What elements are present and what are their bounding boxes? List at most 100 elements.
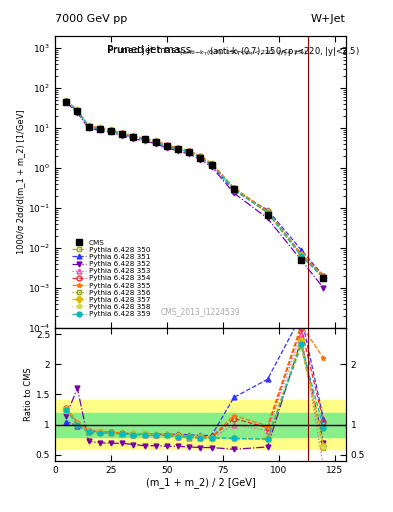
Pythia 6.428 359 <box>231 186 236 193</box>
Pythia 6.428 356 <box>64 98 68 104</box>
Pythia 6.428 352 <box>75 110 80 116</box>
Pythia 6.428 353 <box>64 98 68 104</box>
Pythia 6.428 357 <box>86 123 91 130</box>
Pythia 6.428 358 <box>97 126 102 132</box>
Pythia 6.428 355 <box>209 160 214 166</box>
Legend: CMS, Pythia 6.428 350, Pythia 6.428 351, Pythia 6.428 352, Pythia 6.428 353, Pyt: CMS, Pythia 6.428 350, Pythia 6.428 351,… <box>70 238 152 318</box>
Pythia 6.428 356 <box>86 124 91 130</box>
Pythia 6.428 350 <box>153 139 158 145</box>
Pythia 6.428 356 <box>321 275 326 281</box>
Pythia 6.428 357 <box>142 136 147 142</box>
Pythia 6.428 351 <box>165 143 169 150</box>
Pythia 6.428 350 <box>198 154 203 160</box>
Pythia 6.428 351 <box>86 124 91 130</box>
Pythia 6.428 354 <box>64 98 68 104</box>
Pythia 6.428 359 <box>265 209 270 216</box>
Pythia 6.428 355 <box>165 142 169 148</box>
Pythia 6.428 355 <box>176 145 180 151</box>
Pythia 6.428 355 <box>64 97 68 103</box>
Text: W+Jet: W+Jet <box>311 14 346 24</box>
Pythia 6.428 355 <box>153 138 158 144</box>
Pythia 6.428 358 <box>165 143 169 150</box>
Pythia 6.428 351 <box>299 247 303 253</box>
Pythia 6.428 354 <box>176 145 180 151</box>
Pythia 6.428 358 <box>209 162 214 168</box>
Pythia 6.428 351 <box>120 131 125 137</box>
Pythia 6.428 353 <box>187 148 192 154</box>
Pythia 6.428 358 <box>120 131 125 137</box>
Pythia 6.428 357 <box>299 252 303 259</box>
Pythia 6.428 356 <box>97 126 102 132</box>
Pythia 6.428 350 <box>299 252 303 259</box>
Pythia 6.428 352 <box>176 148 180 154</box>
Pythia 6.428 354 <box>209 161 214 167</box>
Pythia 6.428 352 <box>187 151 192 157</box>
Pythia 6.428 356 <box>75 108 80 114</box>
Text: CMS_2013_I1224539: CMS_2013_I1224539 <box>161 307 240 316</box>
Pythia 6.428 350 <box>64 98 68 104</box>
Pythia 6.428 355 <box>299 250 303 257</box>
Pythia 6.428 351 <box>231 187 236 194</box>
Pythia 6.428 356 <box>299 252 303 259</box>
Pythia 6.428 352 <box>265 215 270 221</box>
Pythia 6.428 359 <box>187 149 192 155</box>
Pythia 6.428 352 <box>153 141 158 147</box>
Pythia 6.428 358 <box>265 210 270 216</box>
Pythia 6.428 350 <box>176 145 180 152</box>
Pythia 6.428 351 <box>64 98 68 104</box>
Pythia 6.428 353 <box>153 138 158 144</box>
Pythia 6.428 353 <box>142 136 147 142</box>
Pythia 6.428 353 <box>97 125 102 132</box>
Pythia 6.428 357 <box>108 127 113 134</box>
Text: (anti-k$_T$(0.7), 150<p$_T$<220, |y|<2.5): (anti-k$_T$(0.7), 150<p$_T$<220, |y|<2.5… <box>209 45 360 58</box>
Pythia 6.428 354 <box>131 133 136 139</box>
Line: Pythia 6.428 359: Pythia 6.428 359 <box>64 99 326 280</box>
Pythia 6.428 352 <box>165 145 169 151</box>
Pythia 6.428 356 <box>198 154 203 160</box>
Y-axis label: 1000/σ 2dσ/d(m_1 + m_2) [1/GeV]: 1000/σ 2dσ/d(m_1 + m_2) [1/GeV] <box>16 110 25 254</box>
Pythia 6.428 354 <box>299 251 303 257</box>
Pythia 6.428 359 <box>131 134 136 140</box>
Pythia 6.428 355 <box>86 123 91 129</box>
Pythia 6.428 353 <box>75 108 80 114</box>
Pythia 6.428 354 <box>75 107 80 113</box>
Pythia 6.428 352 <box>231 190 236 196</box>
Y-axis label: Ratio to CMS: Ratio to CMS <box>24 368 33 421</box>
Pythia 6.428 357 <box>165 143 169 149</box>
Pythia 6.428 350 <box>120 131 125 137</box>
Pythia 6.428 353 <box>108 127 113 133</box>
Line: Pythia 6.428 358: Pythia 6.428 358 <box>64 99 326 281</box>
Pythia 6.428 355 <box>265 208 270 214</box>
Pythia 6.428 354 <box>231 185 236 191</box>
Pythia 6.428 356 <box>231 186 236 193</box>
Pythia 6.428 353 <box>321 273 326 279</box>
Pythia 6.428 358 <box>86 124 91 130</box>
Pythia 6.428 358 <box>231 186 236 193</box>
Pythia 6.428 358 <box>176 146 180 152</box>
Pythia 6.428 357 <box>321 275 326 281</box>
Pythia 6.428 350 <box>209 161 214 167</box>
X-axis label: (m_1 + m_2) / 2 [GeV]: (m_1 + m_2) / 2 [GeV] <box>145 477 255 488</box>
Pythia 6.428 359 <box>153 139 158 145</box>
Pythia 6.428 351 <box>108 128 113 134</box>
Line: Pythia 6.428 351: Pythia 6.428 351 <box>64 99 326 279</box>
Line: Pythia 6.428 350: Pythia 6.428 350 <box>64 99 326 280</box>
Pythia 6.428 352 <box>64 99 68 105</box>
Pythia 6.428 351 <box>176 146 180 152</box>
Text: 7000 GeV pp: 7000 GeV pp <box>55 14 127 24</box>
Pythia 6.428 357 <box>231 186 236 192</box>
Pythia 6.428 354 <box>153 138 158 144</box>
Pythia 6.428 352 <box>198 157 203 163</box>
Pythia 6.428 351 <box>198 155 203 161</box>
Pythia 6.428 357 <box>75 108 80 114</box>
Pythia 6.428 358 <box>131 134 136 140</box>
Pythia 6.428 359 <box>142 136 147 142</box>
Pythia 6.428 358 <box>75 108 80 114</box>
Pythia 6.428 356 <box>265 209 270 216</box>
Pythia 6.428 352 <box>97 127 102 134</box>
Pythia 6.428 355 <box>231 185 236 191</box>
Pythia 6.428 354 <box>165 142 169 148</box>
Pythia 6.428 358 <box>108 127 113 134</box>
Pythia 6.428 359 <box>209 161 214 167</box>
Pythia 6.428 350 <box>97 125 102 132</box>
